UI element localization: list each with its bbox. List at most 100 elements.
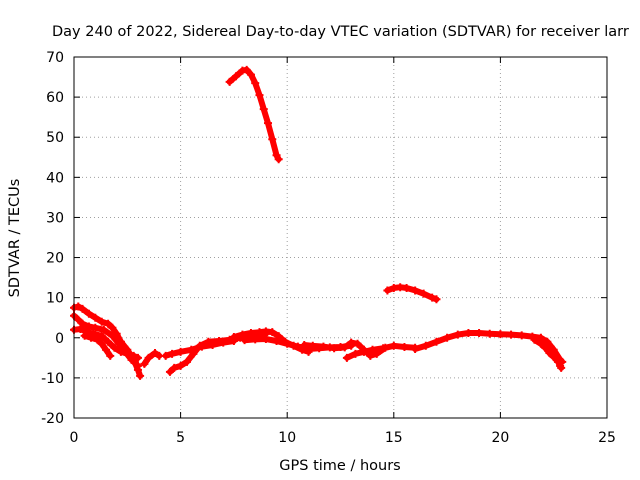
data-point — [517, 331, 526, 340]
data-point — [242, 65, 251, 74]
data-point — [475, 328, 484, 337]
data-point — [108, 323, 117, 332]
data-point — [268, 135, 277, 144]
data-point — [97, 317, 106, 326]
data-point — [368, 345, 377, 354]
data-point — [383, 286, 392, 295]
data-point — [553, 357, 562, 366]
y-tick-label: 0 — [55, 331, 64, 347]
x-tick-label: 20 — [491, 430, 509, 446]
data-point — [432, 337, 441, 346]
data-point — [246, 70, 255, 79]
data-point — [255, 91, 264, 100]
data-point — [76, 324, 85, 333]
y-tick-label: 10 — [46, 291, 64, 307]
data-point — [351, 349, 360, 358]
data-point — [197, 342, 206, 351]
data-point — [557, 363, 566, 372]
x-axis-label: GPS time / hours — [279, 458, 400, 474]
data-point — [114, 339, 123, 348]
data-point — [84, 309, 93, 318]
data-point — [133, 353, 142, 362]
data-point — [347, 338, 356, 347]
x-tick-label: 10 — [278, 430, 296, 446]
series-arc-evening — [530, 335, 566, 372]
data-point — [389, 341, 398, 350]
data-point — [428, 293, 437, 302]
data-point — [530, 335, 539, 344]
series-arc-start-c — [70, 324, 142, 362]
data-point — [91, 323, 100, 332]
data-point — [340, 343, 349, 352]
data-point — [400, 343, 409, 352]
data-point — [240, 336, 249, 345]
data-point — [264, 119, 273, 128]
data-point — [536, 339, 545, 348]
series-arc-mid — [383, 283, 441, 304]
y-tick-label: -20 — [41, 411, 64, 427]
data-point — [453, 330, 462, 339]
data-point — [144, 353, 153, 362]
data-point — [74, 302, 83, 311]
data-point — [545, 349, 554, 358]
data-point — [464, 328, 473, 337]
data-point — [342, 353, 351, 362]
data-point — [108, 331, 117, 340]
data-point — [133, 361, 142, 370]
data-point — [136, 371, 145, 380]
data-point — [225, 77, 234, 86]
data-point — [411, 286, 420, 295]
y-tick-label: 20 — [46, 251, 64, 267]
data-point — [87, 333, 96, 342]
data-point — [251, 79, 260, 88]
data-point — [251, 335, 260, 344]
data-point — [104, 319, 113, 328]
series-arc-start-d — [80, 331, 115, 360]
data-point — [259, 105, 268, 114]
data-point — [485, 329, 494, 338]
data-point — [268, 328, 277, 337]
data-point — [300, 340, 309, 349]
x-tick-label: 15 — [385, 430, 403, 446]
data-point — [402, 284, 411, 293]
data-layer — [70, 65, 567, 380]
data-point — [165, 367, 174, 376]
series-trace — [141, 350, 163, 367]
data-point — [353, 339, 362, 348]
series-arc-middle-b — [342, 344, 388, 362]
data-point — [161, 351, 170, 360]
data-point — [549, 345, 558, 354]
data-point — [208, 340, 217, 349]
series-arc-afternoon — [411, 328, 567, 366]
series-arc-morning-b — [161, 336, 238, 360]
data-point — [411, 345, 420, 354]
data-point — [543, 337, 552, 346]
data-point — [106, 351, 115, 360]
data-point — [101, 345, 110, 354]
data-point — [140, 359, 149, 368]
tick-labels: 0 5 10 15 20 25 -20 -10 0 10 20 30 40 50 60 70 — [41, 50, 616, 446]
series-arc-high-peak — [225, 65, 283, 164]
data-point — [84, 322, 93, 331]
data-point — [187, 345, 196, 354]
x-tick-label: 0 — [70, 430, 79, 446]
chart-title: Day 240 of 2022, Sidereal Day-to-day VTE… — [52, 24, 629, 40]
data-point — [168, 349, 177, 358]
data-point — [219, 338, 228, 347]
data-point — [507, 330, 516, 339]
data-point — [419, 289, 428, 298]
y-tick-label: 50 — [46, 130, 64, 146]
data-point — [421, 341, 430, 350]
data-point — [496, 330, 505, 339]
data-point — [182, 357, 191, 366]
x-tick-label: 5 — [176, 430, 185, 446]
data-point — [123, 349, 132, 358]
data-point — [293, 342, 302, 351]
data-point — [80, 331, 89, 340]
data-point — [78, 304, 87, 313]
x-tick-label: 25 — [598, 430, 616, 446]
data-point — [319, 342, 328, 351]
data-point — [232, 72, 241, 81]
data-point — [330, 344, 339, 353]
